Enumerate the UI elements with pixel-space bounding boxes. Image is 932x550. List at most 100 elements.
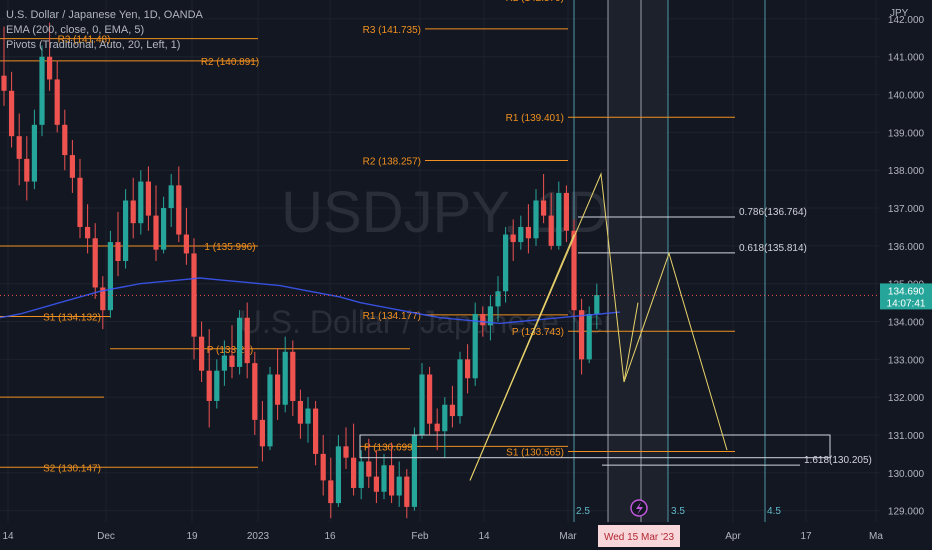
candle-body [556, 192, 562, 246]
candle-body [503, 234, 509, 292]
candle-body [525, 226, 531, 239]
candle-body [389, 465, 395, 496]
candle-body [206, 370, 212, 401]
candle-body [252, 363, 258, 420]
candle-body [85, 226, 91, 239]
candle-body [39, 56, 45, 125]
current-price-badge [880, 283, 932, 310]
candle-body [480, 313, 486, 326]
candle-body [176, 185, 182, 235]
price-tick-label: 142.000 [888, 15, 925, 26]
indicator-pivots[interactable]: Pivots (Traditional, Auto, 20, Left, 1) [6, 39, 181, 51]
time-axis[interactable]: 14 Dec 19 2023 16 Feb 14 Mar Apr 17 Ma Wed 15 Mar '… [0, 522, 932, 550]
cycle-label: 3.5 [671, 506, 685, 517]
pivot-label: R2 (142.579) [506, 0, 564, 4]
candle-body [259, 419, 265, 447]
time-tick-label: Mar [559, 531, 577, 542]
candle-body [472, 313, 478, 379]
price-tick-label: 134.000 [888, 318, 925, 329]
candle-body [145, 181, 151, 216]
candle-body [358, 461, 364, 488]
fib-box [359, 434, 831, 459]
candle-body [16, 136, 22, 159]
candle-body [541, 200, 547, 216]
candle-body [24, 158, 30, 182]
cycle-label: 4.5 [767, 506, 781, 517]
candle-body [366, 461, 372, 477]
pivot-label: S1 (134.132) [43, 313, 101, 324]
chart-legend: U.S. Dollar / Japanese Yen, 1D, OANDA EM… [6, 8, 203, 53]
drawing-overlays: 0.786(136.764) 0.618(135.814) 1.618(130.20… [0, 172, 880, 517]
candle-body [305, 408, 311, 424]
candle-body [404, 476, 410, 507]
pivot-label: R1 (134.177) [363, 311, 421, 322]
candle-body [457, 359, 463, 417]
candle-body [221, 355, 227, 371]
pivot-label: S1 (130.565) [506, 447, 564, 458]
price-tick-label: 137.000 [888, 204, 925, 215]
candle-body [381, 465, 387, 492]
time-tick-label: Ma [869, 531, 883, 542]
harmonic-leg [469, 234, 575, 481]
candle-body [191, 253, 197, 337]
candle-body [487, 306, 493, 326]
time-axis-bg [0, 522, 932, 550]
price-tick-label: 131.000 [888, 431, 925, 442]
price-tick-label: 136.000 [888, 242, 925, 253]
pivot-lines: R2 (140.891) R3 (141.48) 1 (135.996) S1 (13… [0, 0, 735, 474]
candle-body [510, 234, 516, 243]
candle-body [442, 404, 448, 432]
candle-body [313, 408, 319, 454]
candlestick-series [1, 22, 600, 519]
price-axis[interactable]: JPY 129.000 130.000 131.000 132.000 133.000 13… [880, 0, 932, 550]
pivot-label: R2 (140.891) [201, 57, 259, 68]
price-tick-label: 132.000 [888, 393, 925, 404]
currency-label: JPY [890, 8, 909, 19]
pivot-label: P (133.743) [512, 327, 564, 338]
candle-body [419, 374, 425, 435]
candle-body [77, 177, 83, 227]
candle-body [427, 374, 433, 424]
ema-line [0, 277, 621, 325]
time-tick-label: 14 [2, 531, 14, 542]
watermark-name: U.S. Dollar / Japanese Yen [239, 304, 621, 340]
candle-body [571, 230, 577, 311]
candle-body [47, 56, 53, 80]
candle-body [153, 215, 159, 250]
indicator-ema[interactable]: EMA (200, close, 0, EMA, 5) [6, 24, 145, 36]
time-tick-label: 19 [186, 531, 198, 542]
candle-body [130, 200, 136, 224]
price-tick-label: 139.000 [888, 128, 925, 139]
time-tick-label: Feb [411, 531, 429, 542]
pivot-label: R2 (138.257) [363, 156, 421, 167]
time-tick-label: 17 [800, 531, 812, 542]
crosshair-date-label: Wed 15 Mar '23 [604, 532, 675, 543]
candle-body [183, 234, 189, 254]
candle-body [579, 310, 585, 360]
pivot-label: 1 (135.996) [204, 242, 255, 253]
candle-body [335, 446, 341, 504]
candle-body [31, 124, 37, 182]
candle-body [373, 476, 379, 492]
candle-body [244, 317, 250, 364]
current-price-label: 134.690 [888, 286, 925, 297]
candle-body [62, 124, 68, 156]
price-tick-label: 141.000 [888, 53, 925, 64]
candle-body [320, 453, 326, 481]
candle-body [594, 295, 600, 314]
candle-body [563, 192, 569, 231]
candle-body [123, 200, 129, 261]
symbol-title[interactable]: U.S. Dollar / Japanese Yen, 1D, OANDA [6, 9, 203, 21]
candle-body [1, 75, 7, 91]
price-tick-label: 129.000 [888, 507, 925, 518]
candle-body [396, 476, 402, 496]
pivot-label: P (133.28) [207, 345, 254, 356]
candle-body [229, 355, 235, 367]
candle-body [343, 446, 349, 458]
candle-body [518, 226, 524, 243]
candle-body [282, 351, 288, 405]
time-tick-label: Dec [97, 531, 115, 542]
event-lightning-icon [636, 502, 643, 515]
